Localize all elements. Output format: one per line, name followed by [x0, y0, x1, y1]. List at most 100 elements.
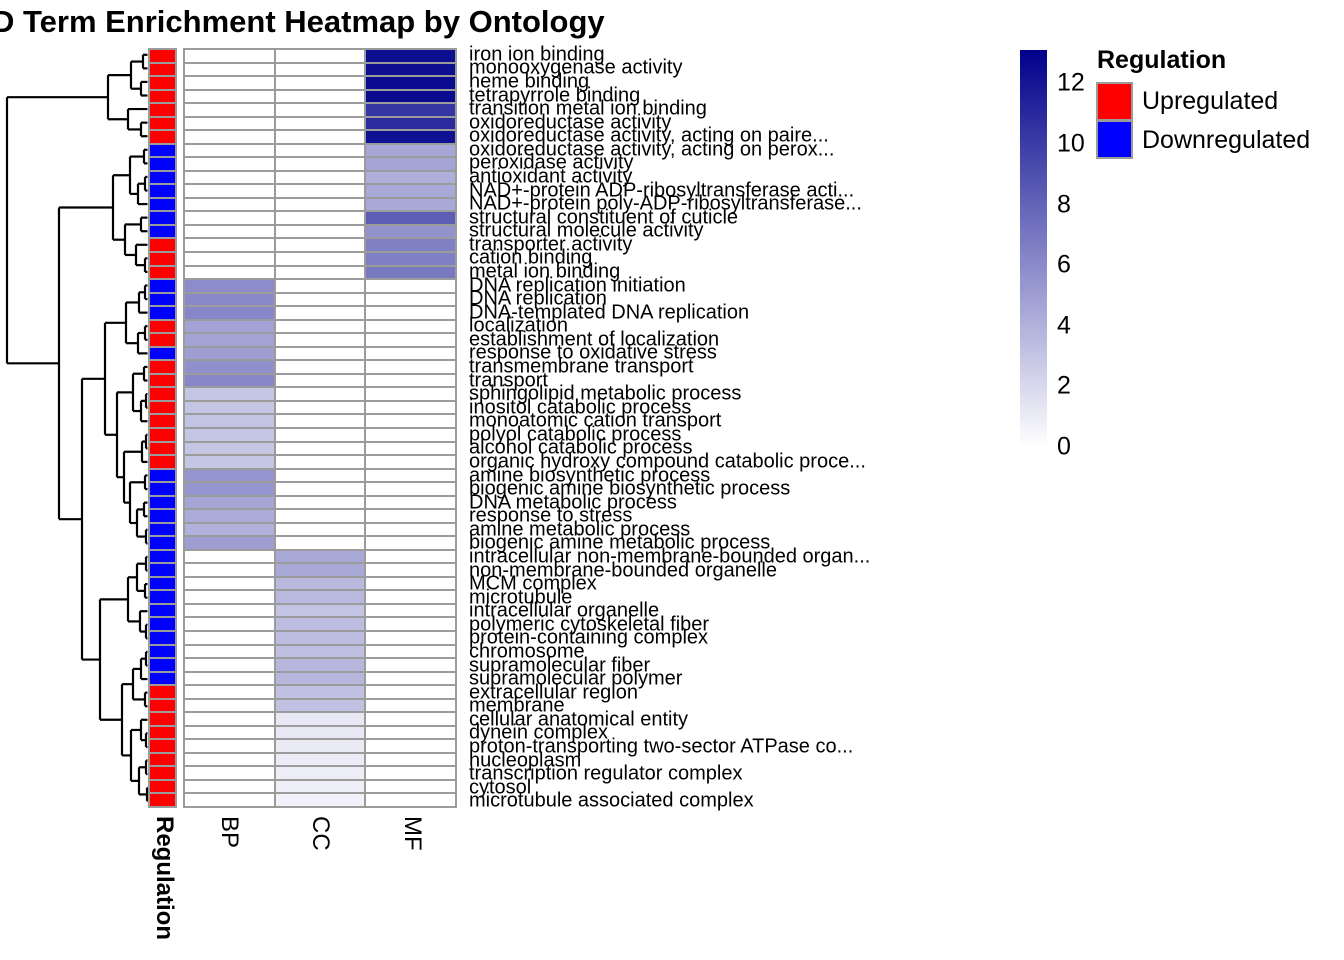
heatmap-cell: [185, 388, 274, 400]
heatmap-cell: [366, 212, 455, 224]
annotation-cell: [150, 456, 175, 468]
annotation-cell: [150, 713, 175, 725]
heatmap-cell: [366, 77, 455, 89]
heatmap-cell: [275, 726, 365, 739]
heatmap-cell: [185, 510, 274, 522]
heatmap-cell: [275, 496, 365, 509]
heatmap-cell: [185, 659, 274, 671]
heatmap-cell: [366, 604, 455, 617]
heatmap-cell: [185, 740, 274, 752]
row-label: supramolecular polymer: [469, 667, 683, 690]
heatmap-cell: [275, 90, 365, 103]
annotation-cell: [150, 740, 175, 752]
heatmap-cell: [275, 334, 365, 346]
heatmap-cell: [185, 604, 274, 617]
heatmap-cell: [185, 253, 274, 265]
heatmap-cell: [185, 117, 274, 130]
heatmap-cell: [185, 280, 274, 292]
annotation-cell: [150, 794, 175, 806]
heatmap-cell: [366, 645, 455, 658]
row-label: DNA replication: [469, 287, 607, 310]
row-label: intracellular non-membrane-bounded organ…: [469, 545, 871, 568]
heatmap-cell: [366, 510, 455, 522]
annotation-cell: [150, 726, 175, 739]
annotation-cell: [150, 239, 175, 252]
heatmap-cell: [275, 604, 365, 617]
heatmap-cell: [185, 550, 274, 563]
heatmap-cell: [185, 50, 274, 62]
row-label: cation binding: [469, 246, 593, 269]
row-label: microtubule associated complex: [469, 789, 754, 812]
annotation-cell: [150, 144, 175, 157]
heatmap-cell: [185, 618, 274, 631]
annotation-cell: [150, 442, 175, 455]
annotation-cell: [150, 50, 175, 62]
heatmap-cell: [366, 307, 455, 319]
heatmap-cell: [366, 523, 455, 536]
heatmap-cell: [366, 253, 455, 265]
row-label: biogenic amine metabolic process: [469, 531, 771, 554]
annotation-cell: [150, 699, 175, 712]
heatmap-cell: [275, 659, 365, 671]
heatmap-cell: [366, 699, 455, 712]
row-label: DNA metabolic process: [469, 491, 677, 514]
heatmap-cell: [275, 266, 365, 279]
heatmap-cell: [275, 239, 365, 252]
heatmap-cell: [275, 320, 365, 333]
heatmap-cell: [185, 185, 274, 197]
heatmap-cell: [185, 307, 274, 319]
row-label: oxidoreductase activity, acting on paire…: [469, 124, 829, 147]
row-label: membrane: [469, 694, 565, 717]
heatmap-cell: [275, 293, 365, 306]
row-label: amine metabolic process: [469, 518, 691, 541]
row-label: response to oxidative stress: [469, 341, 717, 364]
heatmap-cell: [275, 104, 365, 116]
heatmap-cell: [366, 442, 455, 455]
heatmap-cell: [275, 713, 365, 725]
heatmap-cell: [366, 347, 455, 360]
annotation-cell: [150, 496, 175, 509]
heatmap-cell: [366, 104, 455, 116]
row-label: monoatomic cation transport: [469, 409, 722, 432]
annotation-cell: [150, 428, 175, 441]
heatmap-cell: [185, 699, 274, 712]
heatmap-cell: [366, 794, 455, 806]
row-label: MCM complex: [469, 572, 597, 595]
heatmap-cell: [185, 564, 274, 576]
annotation-cell: [150, 510, 175, 522]
annotation-cell: [150, 483, 175, 495]
annotation-cell: [150, 672, 175, 685]
heatmap-cell: [366, 659, 455, 671]
colorbar-tick-label: 12: [1057, 68, 1085, 97]
heatmap-cell: [366, 632, 455, 644]
row-label: alcohol catabolic process: [469, 436, 693, 459]
heatmap-cell: [185, 672, 274, 685]
heatmap-cell: [366, 550, 455, 563]
heatmap-cell: [185, 483, 274, 495]
annotation-cell: [150, 77, 175, 89]
heatmap-cell: [366, 428, 455, 441]
heatmap-cell: [185, 131, 274, 143]
colorbar-tick-label: 4: [1057, 311, 1071, 340]
annotation-cell: [150, 266, 175, 279]
heatmap-cell: [185, 239, 274, 252]
heatmap-cell: [366, 577, 455, 590]
heatmap-cell: [275, 456, 365, 468]
heatmap-cell: [275, 780, 365, 793]
row-label: monooxygenase activity: [469, 56, 683, 79]
row-label: transport: [469, 369, 548, 392]
heatmap-cell: [366, 469, 455, 482]
heatmap-cell: [185, 523, 274, 536]
annotation-cell: [150, 604, 175, 617]
row-label: oxidoreductase activity, acting on perox…: [469, 138, 835, 161]
colorbar-tick-label: 8: [1057, 190, 1071, 219]
annotation-cell: [150, 131, 175, 143]
row-label: cytosol: [469, 776, 532, 799]
heatmap-cell: [185, 361, 274, 373]
annotation-cell: [150, 212, 175, 224]
row-label: amine biosynthetic process: [469, 464, 711, 487]
annotation-cell: [150, 117, 175, 130]
heatmap-cell: [366, 564, 455, 576]
heatmap-cell: [185, 726, 274, 739]
